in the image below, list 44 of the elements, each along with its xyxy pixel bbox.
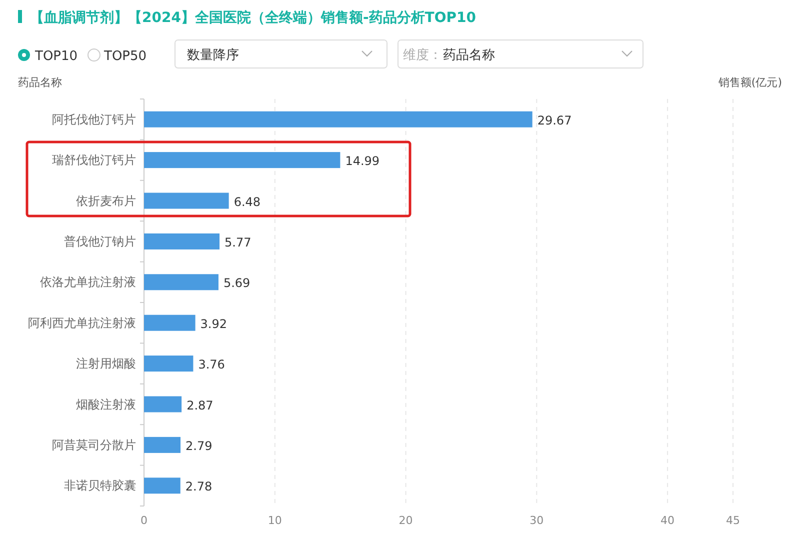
y-axis-title: 药品名称 xyxy=(18,76,62,89)
data-label: 29.67 xyxy=(537,113,572,128)
data-label: 2.79 xyxy=(186,438,212,453)
y-tick-label: 瑞舒伐他汀钙片 xyxy=(52,153,136,168)
x-tick-label: 40 xyxy=(660,514,675,527)
x-axis-title: 销售额(亿元) xyxy=(717,76,782,89)
bar xyxy=(144,274,218,290)
text: TOP50 xyxy=(103,49,147,64)
x-tick-label: 45 xyxy=(726,514,740,527)
bar xyxy=(144,152,340,168)
chart-title: 【血脂调节剂】【2024】全国医院（全终端）销售额-药品分析TOP10 xyxy=(30,9,476,26)
text: 药品名称 xyxy=(443,48,495,63)
bar xyxy=(144,356,194,372)
x-tick-label: 30 xyxy=(530,514,544,527)
x-tick-label: 20 xyxy=(398,514,413,527)
x-tick-label: 10 xyxy=(268,514,282,527)
y-tick-label: 注射用烟酸 xyxy=(76,356,136,371)
bar xyxy=(144,314,196,331)
data-label: 3.92 xyxy=(200,316,228,331)
data-label: 6.48 xyxy=(234,194,261,209)
bar xyxy=(144,111,532,128)
bar xyxy=(144,436,181,453)
data-label: 5.69 xyxy=(223,276,250,290)
y-tick-label: 阿昔莫司分散片 xyxy=(52,438,136,452)
text: 维度： xyxy=(403,47,442,63)
text: 数量降序 xyxy=(187,47,239,63)
y-tick-label: 普伐他汀钠片 xyxy=(64,234,136,248)
bar xyxy=(144,478,180,494)
data-label: 2.78 xyxy=(185,480,212,494)
data-label: 5.77 xyxy=(224,235,252,250)
data-label: 14.99 xyxy=(345,154,380,168)
text: TOP10 xyxy=(34,49,78,64)
y-tick-label: 依折麦布片 xyxy=(76,194,136,208)
y-tick-label: 非诺贝特胶囊 xyxy=(64,478,136,493)
data-label: 3.76 xyxy=(198,358,225,372)
bar xyxy=(144,192,229,209)
bar xyxy=(144,233,220,250)
y-tick-label: 阿利西尤单抗注射液 xyxy=(28,316,136,330)
y-tick-label: 依洛尤单抗注射液 xyxy=(40,275,136,290)
x-tick-label: 0 xyxy=(140,514,148,527)
y-tick-label: 烟酸注射液 xyxy=(76,397,136,412)
data-label: 2.87 xyxy=(186,398,214,412)
bar xyxy=(144,396,182,412)
y-tick-label: 阿托伐他汀钙片 xyxy=(52,112,136,126)
